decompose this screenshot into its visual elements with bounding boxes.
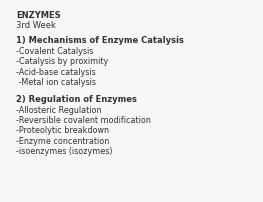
- Text: -Proteolytic breakdown: -Proteolytic breakdown: [16, 126, 109, 135]
- Text: 2) Regulation of Enzymes: 2) Regulation of Enzymes: [16, 95, 137, 103]
- Text: 3rd Week: 3rd Week: [16, 21, 56, 30]
- Text: -Covalent Catalysis: -Covalent Catalysis: [16, 47, 93, 56]
- Text: -Reversible covalent modification: -Reversible covalent modification: [16, 116, 151, 125]
- Text: 1) Mechanisms of Enzyme Catalysis: 1) Mechanisms of Enzyme Catalysis: [16, 36, 184, 45]
- Text: -Metal ion catalysis: -Metal ion catalysis: [16, 77, 96, 86]
- Text: -Catalysis by proximity: -Catalysis by proximity: [16, 57, 108, 66]
- Text: ENZYMES: ENZYMES: [16, 11, 60, 20]
- Text: -Allosteric Regulation: -Allosteric Regulation: [16, 106, 101, 115]
- Text: -Acid-base catalysis: -Acid-base catalysis: [16, 67, 95, 76]
- Text: -isoenzymes (isozymes): -isoenzymes (isozymes): [16, 146, 112, 155]
- Text: -Enzyme concentration: -Enzyme concentration: [16, 136, 109, 145]
